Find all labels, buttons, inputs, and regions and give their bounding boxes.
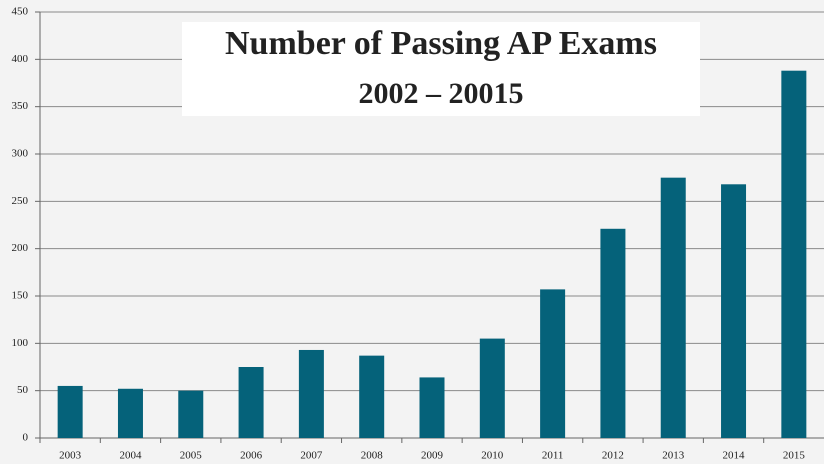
y-tick-label: 0 [23, 432, 29, 444]
bar [298, 349, 324, 438]
bar [117, 388, 143, 438]
x-tick-label: 2009 [421, 450, 444, 462]
bar [600, 228, 626, 438]
y-tick-label: 150 [12, 290, 29, 302]
x-tick-label: 2013 [662, 450, 685, 462]
bar [781, 70, 807, 439]
y-tick-label: 250 [12, 195, 29, 207]
bar [540, 289, 566, 438]
x-tick-label: 2004 [119, 450, 142, 462]
y-tick-label: 350 [12, 100, 29, 112]
bar [178, 390, 204, 438]
bar [479, 338, 505, 438]
x-tick-label: 2011 [542, 450, 564, 462]
y-tick-label: 200 [12, 242, 29, 254]
x-tick-label: 2014 [723, 450, 746, 462]
chart-subtitle: 2002 – 20015 [359, 77, 524, 110]
bar [660, 177, 686, 438]
bar [238, 367, 264, 438]
y-tick-label: 400 [12, 53, 29, 65]
bar [721, 184, 747, 438]
x-tick-label: 2010 [481, 450, 504, 462]
y-tick-label: 50 [17, 384, 29, 396]
x-tick-label: 2015 [783, 450, 806, 462]
bar [359, 355, 385, 438]
bar [57, 385, 83, 438]
x-tick-label: 2008 [361, 450, 384, 462]
bars [57, 70, 807, 439]
title-box [182, 22, 700, 116]
x-tick-label: 2012 [602, 450, 624, 462]
y-tick-label: 100 [12, 337, 29, 349]
x-tick-label: 2007 [300, 450, 323, 462]
x-tick-label: 2003 [59, 450, 82, 462]
chart-title: Number of Passing AP Exams [225, 25, 657, 62]
x-tick-label: 2006 [240, 450, 263, 462]
y-tick-label: 300 [12, 148, 29, 160]
y-tick-label: 450 [12, 6, 29, 18]
bar [419, 377, 445, 438]
x-tick-label: 2005 [180, 450, 203, 462]
